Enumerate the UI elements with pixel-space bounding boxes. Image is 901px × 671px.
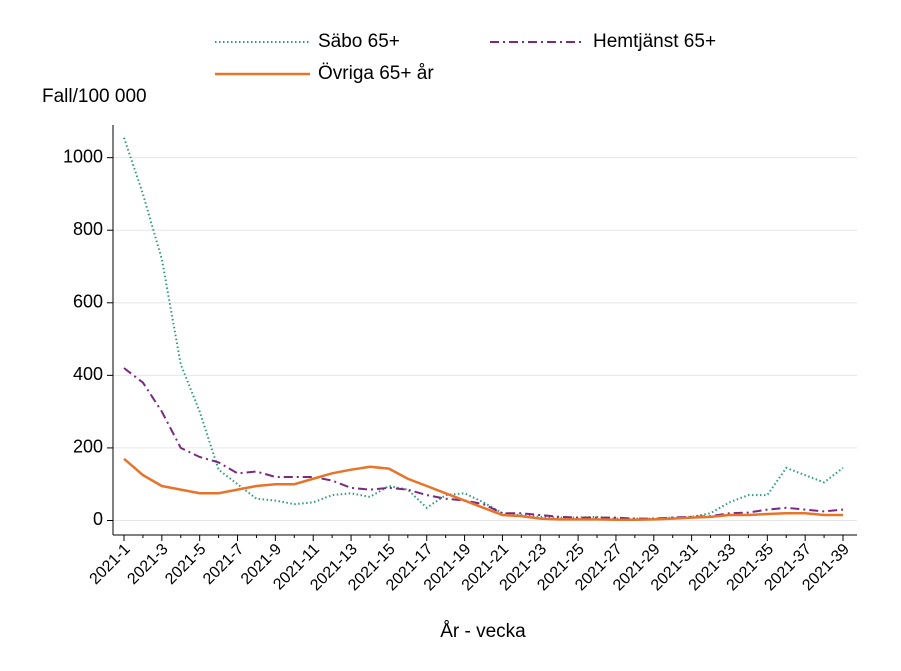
y-tick-label: 800	[73, 219, 103, 239]
series-line	[123, 457, 843, 522]
x-tick-label: 2021-1	[87, 541, 134, 588]
series-line	[123, 137, 844, 520]
x-tick-label: 2021-3	[124, 541, 171, 588]
legend-label: Övriga 65+ år	[318, 63, 434, 84]
y-tick-label: 400	[73, 364, 103, 384]
x-tick-label: 2021-7	[200, 541, 247, 588]
x-axis-label: År - vecka	[440, 621, 526, 642]
y-tick-label: 600	[73, 292, 103, 312]
legend-label: Hemtjänst 65+	[593, 31, 716, 52]
series-line	[123, 367, 844, 520]
y-tick-label: 1000	[63, 146, 103, 166]
legend-label: Säbo 65+	[318, 31, 400, 52]
y-tick-label: 0	[93, 509, 103, 529]
y-axis-label: Fall/100 000	[42, 86, 147, 107]
x-tick-label: 2021-5	[162, 541, 209, 588]
y-tick-label: 200	[73, 437, 103, 457]
